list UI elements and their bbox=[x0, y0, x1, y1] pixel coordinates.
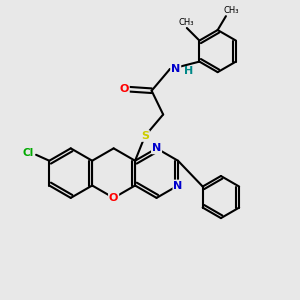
Text: N: N bbox=[173, 181, 183, 190]
Text: Cl: Cl bbox=[22, 148, 34, 158]
Text: CH₃: CH₃ bbox=[178, 18, 194, 27]
Text: CH₃: CH₃ bbox=[223, 6, 238, 15]
Text: S: S bbox=[141, 131, 149, 141]
Text: O: O bbox=[109, 193, 118, 203]
Text: N: N bbox=[171, 64, 180, 74]
Text: N: N bbox=[152, 143, 161, 153]
Text: H: H bbox=[184, 66, 194, 76]
Text: O: O bbox=[119, 84, 129, 94]
